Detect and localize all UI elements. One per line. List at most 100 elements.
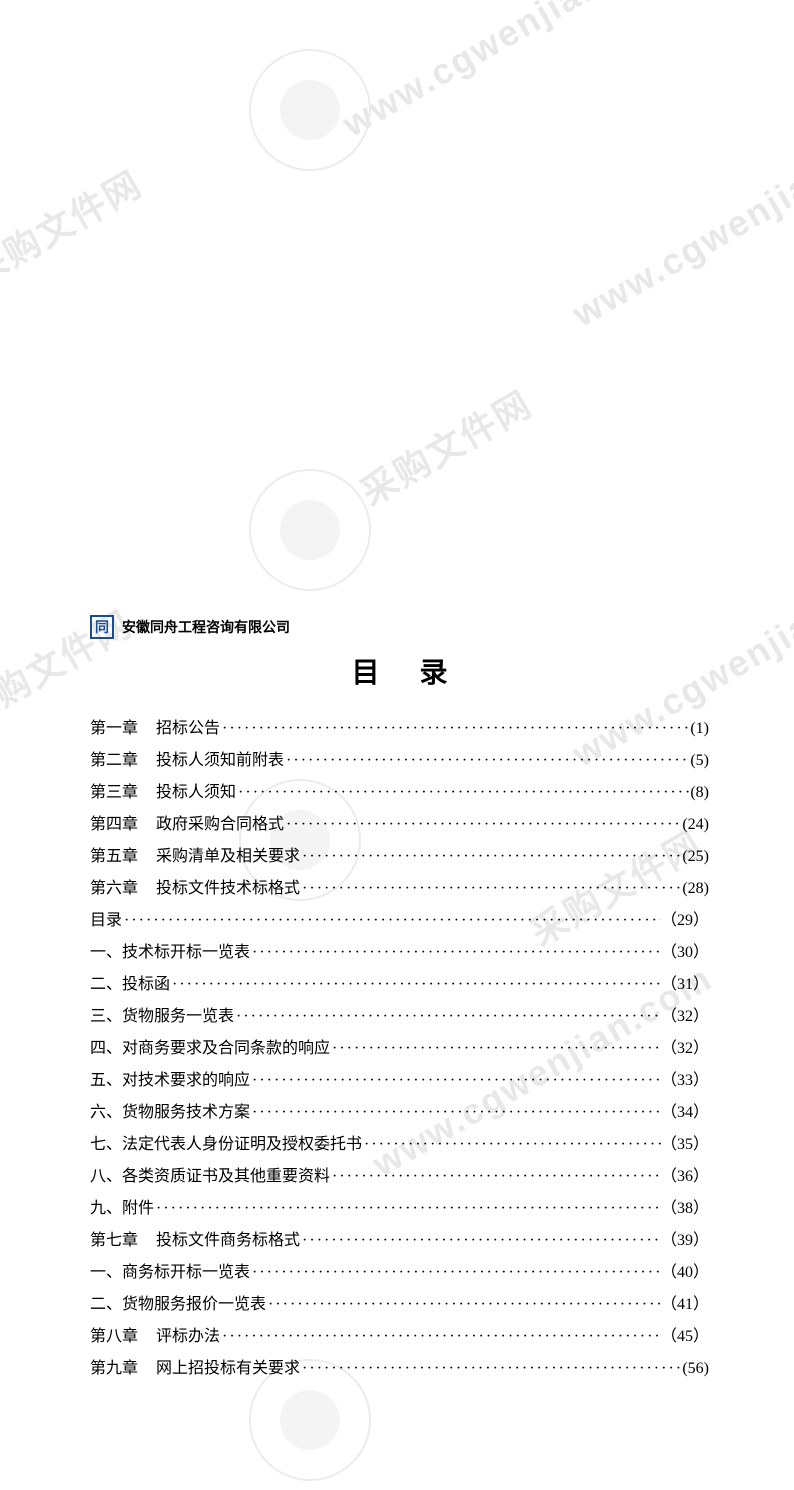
toc-page: （38） xyxy=(661,1193,709,1225)
toc-page: （32） xyxy=(661,1001,709,1033)
toc-title: 招标公告 xyxy=(156,713,220,745)
toc-item: 四、对商务要求及合同条款的响应·························… xyxy=(90,1033,709,1065)
toc-page: （39） xyxy=(661,1225,709,1257)
toc-dots: ········································… xyxy=(266,1289,661,1321)
toc-item: 二、投标函···································… xyxy=(90,969,709,1001)
toc-dots: ········································… xyxy=(330,1033,661,1065)
company-name: 安徽同舟工程咨询有限公司 xyxy=(122,617,290,637)
watermark-url: www.cgwenjian.com xyxy=(335,0,689,145)
toc-page: （33） xyxy=(661,1065,709,1097)
watermark-url: www.cgwenjian.com xyxy=(565,107,794,336)
toc-item: 八、各类资质证书及其他重要资料·························… xyxy=(90,1161,709,1193)
toc-dots: ········································… xyxy=(250,1065,661,1097)
toc-title: 投标文件技术标格式 xyxy=(156,873,300,905)
table-of-contents: 第一章招标公告·································… xyxy=(90,713,709,1385)
toc-dots: ········································… xyxy=(122,905,661,937)
toc-item: 第二章投标人须知前附表·····························… xyxy=(90,745,709,777)
toc-item: 目录······································… xyxy=(90,905,709,937)
toc-dots: ········································… xyxy=(362,1129,661,1161)
toc-title: 网上招投标有关要求 xyxy=(156,1353,300,1385)
toc-item: 二、货物服务报价一览表·····························… xyxy=(90,1289,709,1321)
toc-page: （31） xyxy=(661,969,709,1001)
toc-label: 四、对商务要求及合同条款的响应 xyxy=(90,1033,330,1065)
toc-label: 五、对技术要求的响应 xyxy=(90,1065,250,1097)
toc-item: 第七章投标文件商务标格式····························… xyxy=(90,1225,709,1257)
toc-label: 二、投标函 xyxy=(90,969,170,1001)
toc-label: 七、法定代表人身份证明及授权委托书 xyxy=(90,1129,362,1161)
toc-page: （41） xyxy=(661,1289,709,1321)
toc-label: 六、货物服务技术方案 xyxy=(90,1097,250,1129)
toc-dots: ········································… xyxy=(220,1321,661,1353)
toc-page: (28) xyxy=(682,873,709,905)
toc-page: (5) xyxy=(690,745,709,777)
toc-dots: ········································… xyxy=(300,873,682,905)
toc-item: 第一章招标公告·································… xyxy=(90,713,709,745)
toc-label: 第六章 xyxy=(90,873,138,905)
toc-item: 六、货物服务技术方案······························… xyxy=(90,1097,709,1129)
toc-item: 第九章网上招投标有关要求····························… xyxy=(90,1353,709,1385)
toc-item: 第四章政府采购合同格式·····························… xyxy=(90,809,709,841)
toc-item: 第六章投标文件技术标格式····························… xyxy=(90,873,709,905)
toc-title: 投标人须知前附表 xyxy=(156,745,284,777)
toc-dots: ········································… xyxy=(220,713,690,745)
toc-page: （30） xyxy=(661,937,709,969)
watermark-cn: 采购文件网 xyxy=(0,156,150,296)
toc-label: 一、技术标开标一览表 xyxy=(90,937,250,969)
toc-item: 九、附件····································… xyxy=(90,1193,709,1225)
toc-dots: ········································… xyxy=(284,745,690,777)
toc-dots: ········································… xyxy=(284,809,682,841)
toc-dots: ········································… xyxy=(234,1001,661,1033)
toc-dots: ········································… xyxy=(300,1225,661,1257)
toc-dots: ········································… xyxy=(250,1257,661,1289)
toc-item: 五、对技术要求的响应······························… xyxy=(90,1065,709,1097)
toc-item: 七、法定代表人身份证明及授权委托书·······················… xyxy=(90,1129,709,1161)
toc-label: 第九章 xyxy=(90,1353,138,1385)
toc-page: （45） xyxy=(661,1321,709,1353)
page-title: 目录 xyxy=(90,651,709,691)
toc-page: (25) xyxy=(682,841,709,873)
toc-label: 第七章 xyxy=(90,1225,138,1257)
toc-label: 第四章 xyxy=(90,809,138,841)
toc-label: 一、商务标开标一览表 xyxy=(90,1257,250,1289)
watermark-stamp xyxy=(240,40,380,180)
toc-item: 一、技术标开标一览表······························… xyxy=(90,937,709,969)
toc-label: 第二章 xyxy=(90,745,138,777)
toc-page: (8) xyxy=(690,777,709,809)
toc-title: 采购清单及相关要求 xyxy=(156,841,300,873)
toc-label: 八、各类资质证书及其他重要资料 xyxy=(90,1161,330,1193)
toc-page: (56) xyxy=(682,1353,709,1385)
toc-title: 政府采购合同格式 xyxy=(156,809,284,841)
toc-title: 投标人须知 xyxy=(156,777,236,809)
toc-dots: ········································… xyxy=(250,1097,661,1129)
toc-label: 第一章 xyxy=(90,713,138,745)
toc-item: 一、商务标开标一览表······························… xyxy=(90,1257,709,1289)
toc-label: 第三章 xyxy=(90,777,138,809)
toc-item: 三、货物服务一览表·······························… xyxy=(90,1001,709,1033)
toc-page: (1) xyxy=(690,713,709,745)
toc-page: (24) xyxy=(682,809,709,841)
toc-page: （34） xyxy=(661,1097,709,1129)
toc-title: 投标文件商务标格式 xyxy=(156,1225,300,1257)
toc-label: 目录 xyxy=(90,905,122,937)
toc-dots: ········································… xyxy=(170,969,661,1001)
toc-dots: ········································… xyxy=(300,841,682,873)
toc-page: （35） xyxy=(661,1129,709,1161)
company-logo: 同 xyxy=(90,615,114,639)
toc-dots: ········································… xyxy=(330,1161,661,1193)
toc-page: （32） xyxy=(661,1033,709,1065)
toc-item: 第八章评标办法·································… xyxy=(90,1321,709,1353)
toc-title: 评标办法 xyxy=(156,1321,220,1353)
toc-page: （29） xyxy=(661,905,709,937)
toc-label: 二、货物服务报价一览表 xyxy=(90,1289,266,1321)
toc-page: （36） xyxy=(661,1161,709,1193)
toc-label: 第五章 xyxy=(90,841,138,873)
toc-page: （40） xyxy=(661,1257,709,1289)
toc-dots: ········································… xyxy=(300,1353,682,1385)
toc-label: 第八章 xyxy=(90,1321,138,1353)
toc-label: 三、货物服务一览表 xyxy=(90,1001,234,1033)
toc-dots: ········································… xyxy=(154,1193,661,1225)
document-header: 同 安徽同舟工程咨询有限公司 xyxy=(90,615,709,639)
toc-label: 九、附件 xyxy=(90,1193,154,1225)
toc-item: 第三章投标人须知································… xyxy=(90,777,709,809)
toc-dots: ········································… xyxy=(236,777,690,809)
